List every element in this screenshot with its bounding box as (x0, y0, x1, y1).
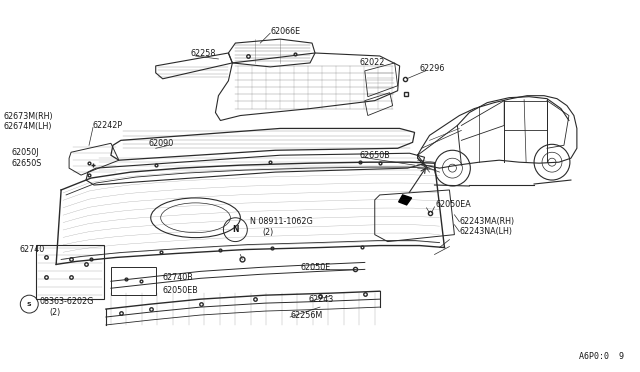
Text: N: N (232, 225, 239, 234)
Text: 62674M(LH): 62674M(LH) (3, 122, 52, 131)
Text: 62258: 62258 (191, 48, 216, 58)
Text: 62050EB: 62050EB (163, 286, 198, 295)
Text: 62050J: 62050J (12, 148, 39, 157)
Text: 62740: 62740 (19, 245, 45, 254)
Text: 08363-6202G: 08363-6202G (39, 296, 93, 306)
Polygon shape (399, 195, 412, 205)
Text: 62243MA(RH): 62243MA(RH) (460, 217, 515, 226)
Text: N 08911-1062G: N 08911-1062G (250, 217, 313, 226)
Text: 62256M: 62256M (290, 311, 323, 320)
Text: 62740B: 62740B (163, 273, 193, 282)
Text: (2): (2) (49, 308, 60, 317)
Text: 62650S: 62650S (12, 159, 42, 168)
Text: 62673M(RH): 62673M(RH) (3, 112, 53, 121)
Text: 62242P: 62242P (93, 121, 123, 130)
Text: 62022: 62022 (360, 58, 385, 67)
Text: 62243NA(LH): 62243NA(LH) (460, 227, 513, 236)
Text: 62090: 62090 (148, 139, 174, 148)
Text: 62050EA: 62050EA (435, 201, 471, 209)
Text: 62296: 62296 (420, 64, 445, 73)
Text: 62243: 62243 (308, 295, 333, 304)
Text: A6P0:0  9: A6P0:0 9 (579, 352, 623, 361)
Text: S: S (27, 302, 31, 307)
Text: 62066E: 62066E (270, 27, 300, 36)
Text: 62650B: 62650B (360, 151, 390, 160)
Text: (2): (2) (262, 228, 273, 237)
Text: 62050E: 62050E (300, 263, 330, 272)
